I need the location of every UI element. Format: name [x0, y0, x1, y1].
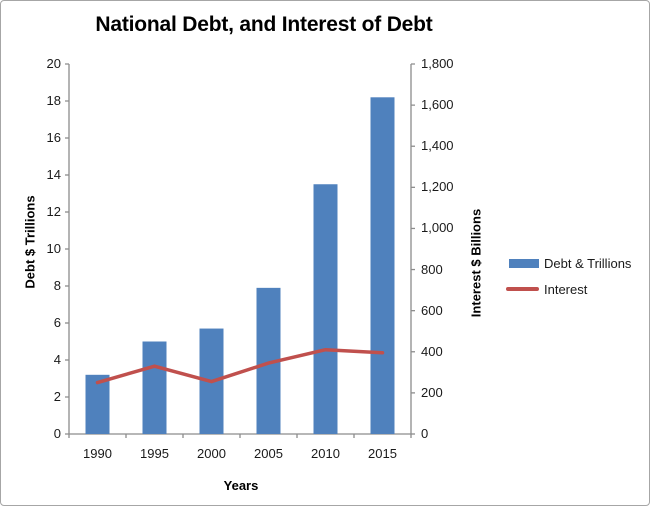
left-axis-title: Debt $ Trillions	[22, 195, 38, 289]
left-axis-tick-label: 0	[53, 426, 61, 441]
legend-label-debt: Debt & Trillions	[544, 255, 632, 271]
left-axis-tick-label: 6	[53, 315, 61, 330]
right-axis-tick-label: 1,400	[421, 138, 454, 154]
left-axis-tick-label: 10	[46, 241, 61, 256]
right-axis-tick-label: 1,800	[421, 56, 454, 71]
left-axis-tick-label: 12	[46, 204, 61, 219]
line-series-swatch	[506, 287, 539, 291]
left-axis-tick-label: 20	[46, 56, 61, 71]
right-axis-tick-label: 0	[421, 426, 429, 441]
x-axis-category-label: 2005	[254, 446, 283, 461]
chart-title: National Debt, and Interest of Debt	[95, 13, 433, 36]
x-axis-category-label: 1995	[140, 446, 169, 461]
right-axis-tick-label: 600	[421, 302, 443, 318]
right-axis-tick-label: 1,000	[421, 220, 454, 236]
x-axis-category-label: 1990	[83, 446, 112, 461]
right-axis-tick-label: 800	[421, 261, 443, 277]
bar-2010	[313, 184, 338, 434]
legend-item-interest: Interest	[506, 281, 588, 297]
right-axis-tick-label: 200	[421, 384, 443, 400]
bar-1995	[142, 341, 167, 434]
right-axis-tick-label: 400	[421, 343, 443, 359]
right-axis-tick-label: 1,600	[421, 97, 454, 113]
right-axis-tick-label: 1,200	[421, 179, 454, 195]
x-axis-category-label: 2010	[311, 446, 340, 461]
left-axis-tick-label: 18	[46, 93, 61, 108]
left-axis-tick-label: 16	[46, 130, 61, 145]
left-axis-tick-label: 8	[53, 278, 61, 293]
x-axis-title: Years	[223, 478, 259, 493]
left-axis-tick-label: 2	[53, 389, 61, 404]
legend-item-debt: Debt & Trillions	[506, 255, 632, 271]
bar-1990	[85, 374, 110, 434]
bar-series-swatch	[509, 258, 539, 268]
x-axis-category-label: 2000	[197, 446, 226, 461]
left-axis-tick-label: 4	[53, 352, 61, 367]
left-axis-tick-label: 14	[46, 167, 61, 182]
right-axis-title: Interest $ Billions	[468, 208, 484, 318]
legend-label-interest: Interest	[544, 281, 588, 297]
bar-2015	[370, 97, 395, 435]
x-axis-category-label: 2015	[368, 446, 397, 461]
interest-line	[95, 347, 385, 385]
